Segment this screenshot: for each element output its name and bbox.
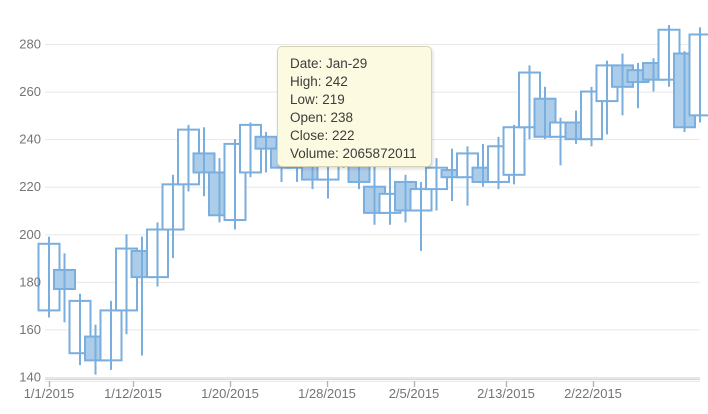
x-axis-label: 2/5/2015 — [389, 386, 440, 401]
y-axis-label: 220 — [19, 179, 41, 194]
tooltip-line-close: Close: 222 — [290, 128, 355, 143]
x-axis-labels: 1/1/2015 1/12/2015 1/20/2015 1/28/2015 2/5/2… — [24, 386, 622, 401]
candle-Jan-2[interactable] — [53, 253, 76, 323]
tooltip-line-date: Date: Jan-29 — [290, 56, 368, 71]
x-axis-label: 1/20/2015 — [201, 386, 259, 401]
x-axis-label: 1/28/2015 — [298, 386, 356, 401]
x-axis-label: 1/12/2015 — [104, 386, 162, 401]
candle-Jan-21[interactable] — [254, 132, 278, 173]
x-axis — [45, 377, 700, 387]
candle-Jan-20[interactable] — [239, 122, 262, 178]
y-axis-label: 260 — [19, 84, 41, 99]
candle-Feb-19[interactable] — [580, 86, 603, 147]
y-axis-label: 140 — [19, 370, 41, 385]
candle-Mar-2[interactable] — [688, 27, 708, 123]
candle-Feb-12[interactable] — [502, 124, 526, 185]
tooltip-line-volume: Volume: 2065872011 — [290, 146, 417, 161]
candles-layer — [37, 24, 708, 375]
y-axis-label: 280 — [19, 37, 41, 52]
tooltip-line-open: Open: 238 — [290, 110, 354, 125]
y-axis-label: 180 — [19, 274, 41, 289]
candle-Feb-23[interactable] — [611, 53, 634, 116]
x-axis-label: 2/13/2015 — [477, 386, 535, 401]
y-axis-label: 240 — [19, 132, 41, 147]
x-axis-label: 2/22/2015 — [564, 386, 622, 401]
tooltip-line-low: Low: 219 — [290, 92, 345, 107]
y-axis-label: 200 — [19, 227, 41, 242]
y-axis-label: 160 — [19, 322, 41, 337]
candle-Feb-4[interactable] — [409, 181, 433, 251]
y-axis-labels: 280 260 240 220 200 180 160 140 — [19, 37, 41, 385]
candle-Jan-7[interactable] — [99, 300, 123, 370]
candle-Jan-13[interactable] — [161, 174, 185, 259]
candle-Jan-15[interactable] — [192, 127, 216, 197]
tooltip: Date: Jan-29 High: 242 Low: 219 Open: 23… — [277, 46, 432, 167]
x-axis-label: 1/1/2015 — [24, 386, 75, 401]
tooltip-line-high: High: 242 — [290, 74, 348, 89]
candle-Jan-1[interactable] — [37, 236, 61, 318]
candle-body[interactable] — [688, 33, 708, 117]
candle-Jan-12[interactable] — [146, 222, 169, 287]
